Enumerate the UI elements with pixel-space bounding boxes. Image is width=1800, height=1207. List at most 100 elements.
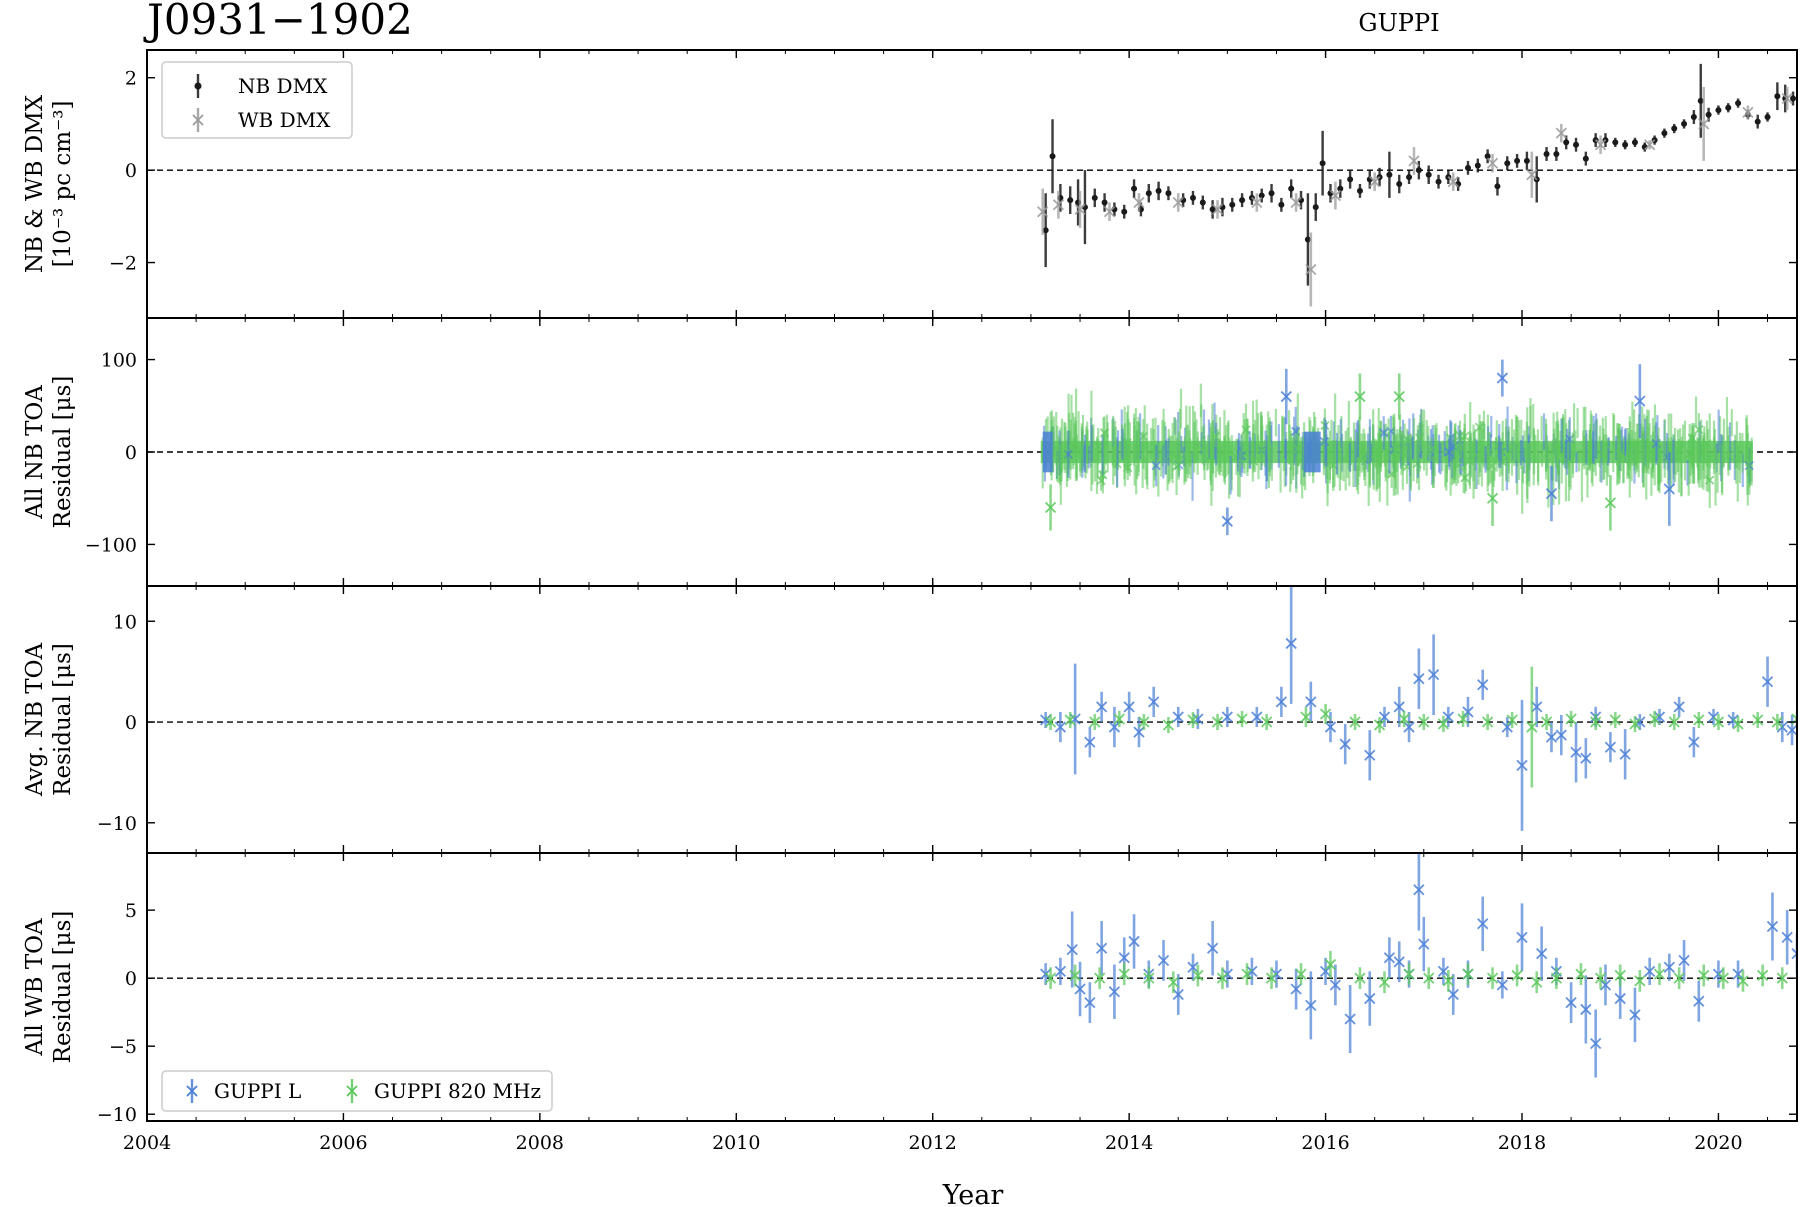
x-tick-label: 2016 [1301, 1132, 1349, 1154]
nb-dmx-point [1484, 153, 1491, 160]
nb-dmx-point [1543, 150, 1550, 157]
guppi-820-mhz-point [1354, 390, 1366, 403]
guppi-820-mhz-point [1604, 497, 1617, 509]
guppi-l-point [1688, 736, 1700, 748]
nb-dmx-point [1563, 139, 1570, 146]
guppi-l-point [1427, 669, 1440, 681]
y-axis-label-line1: All NB TOA [22, 385, 48, 520]
y-tick-label: 100 [101, 350, 137, 372]
nb-dmx-point [1199, 199, 1206, 206]
nb-dmx-point [1101, 199, 1108, 206]
nb-dmx-point [1386, 171, 1393, 178]
nb-dmx-point [1356, 187, 1363, 194]
guppi-l-point [1663, 483, 1675, 495]
nb-dmx-point [1406, 174, 1413, 181]
guppi-820-mhz-point [1531, 976, 1543, 988]
legend-swatch-marker [346, 1085, 358, 1097]
nb-dmx-point [1319, 160, 1326, 167]
y-axis-label-line2: Residual [μs] [50, 643, 76, 796]
guppi-l-point [1123, 701, 1135, 713]
guppi-820-mhz-point [1393, 390, 1405, 403]
guppi-l-point [1206, 942, 1219, 954]
nb-dmx-point [1754, 118, 1761, 125]
guppi-l-point [1108, 986, 1121, 998]
guppi-l-point [1324, 721, 1337, 733]
nb-dmx-point [1312, 204, 1319, 211]
plot-area [1040, 853, 1797, 1078]
nb-dmx-point [1504, 160, 1511, 167]
guppi-820-mhz-point [1064, 714, 1076, 726]
guppi-820-mhz-point [1241, 968, 1253, 980]
guppi-820-mhz-point [1089, 716, 1101, 728]
wb-dmx-point [1486, 157, 1499, 169]
guppi-l-point [1251, 711, 1263, 723]
nb-dmx-point [1523, 157, 1530, 164]
guppi-l-point [1536, 948, 1548, 960]
y-tick-label: −10 [97, 813, 137, 835]
x-tick-label: 2020 [1694, 1132, 1742, 1154]
x-axis-label: Year [942, 1180, 1004, 1207]
nb-dmx-point [1042, 227, 1049, 234]
nb-dmx-point [1514, 157, 1521, 164]
legend-label: GUPPI 820 MHz [374, 1079, 541, 1103]
y-axis-label-line1: Avg. NB TOA [22, 643, 48, 798]
guppi-820-mhz-point [1550, 972, 1563, 984]
wb-dmx-point [1211, 203, 1224, 216]
guppi-820-mhz-point [1044, 501, 1057, 514]
nb-dmx-point [1697, 97, 1704, 104]
legend-box [161, 1070, 553, 1112]
guppi-l-point [1096, 701, 1108, 713]
nb-dmx-point [1474, 162, 1481, 169]
guppi-820-mhz-point [1398, 713, 1410, 725]
guppi-l-point [1275, 696, 1288, 708]
guppi-820-mhz-point [1752, 714, 1764, 726]
guppi-820-mhz-point [1187, 714, 1199, 726]
legend-swatch-marker [186, 1085, 198, 1097]
guppi-l-point [1172, 988, 1184, 1001]
guppi-l-point [1786, 724, 1797, 736]
legend: NB DMX WB DMX [161, 61, 353, 139]
wb-dmx-point [1698, 118, 1710, 130]
guppi-l-point [1766, 920, 1779, 933]
guppi-l-point [1629, 1009, 1641, 1021]
wb-dmx-point [1369, 176, 1381, 188]
nb-dmx-point [1790, 95, 1797, 102]
guppi-820-mhz-point [1300, 711, 1312, 723]
guppi-820-mhz-point [1486, 972, 1499, 984]
nb-dmx-point [1268, 190, 1275, 197]
legend: GUPPI L GUPPI 820 MHz [161, 1070, 553, 1112]
guppi-820-mhz-point [1167, 976, 1179, 988]
guppi-l-point [1305, 696, 1317, 708]
guppi-820-mhz-point [1113, 713, 1125, 725]
guppi-l-point [1580, 752, 1592, 764]
guppi-l-point [1447, 988, 1459, 1001]
nb-dmx-point [1631, 139, 1638, 146]
legend-label: WB DMX [238, 108, 331, 132]
guppi-820-mhz-point [1717, 972, 1729, 984]
panel-3: 10 0 −10 Avg. NB TOA Residual [μs] [22, 585, 1798, 854]
guppi-l-point [1128, 935, 1140, 948]
legend-box [161, 61, 353, 139]
guppi-820-mhz-point [1418, 716, 1430, 728]
guppi-l-point [1280, 390, 1292, 403]
guppi-l-point [1442, 711, 1454, 723]
guppi-l-point [1501, 721, 1513, 733]
guppi-820-mhz-point [1373, 719, 1386, 731]
guppi-l-point [1781, 931, 1793, 943]
guppi-820-mhz-point [1162, 719, 1175, 731]
guppi-l-point [1496, 372, 1508, 384]
guppi-820-mhz-point [1565, 713, 1577, 725]
x-tick-label: 2012 [909, 1132, 957, 1154]
guppi-l-point [1663, 961, 1675, 973]
x-tick-label: 2004 [123, 1132, 171, 1154]
nb-dmx-point [1278, 201, 1285, 208]
guppi-820-mhz-point [1648, 713, 1661, 725]
guppi-820-mhz-point [1378, 976, 1391, 988]
guppi-l-point [1570, 746, 1582, 758]
guppi-820-mhz-point [1756, 969, 1769, 982]
guppi-l-point [1074, 983, 1086, 995]
x-tick-label: 2008 [516, 1132, 564, 1154]
guppi-820-mhz-point [1044, 716, 1057, 728]
guppi-l-point [1133, 726, 1145, 738]
panel-2: 100 0 −100 All NB TOA Residual [μs] [22, 317, 1798, 587]
